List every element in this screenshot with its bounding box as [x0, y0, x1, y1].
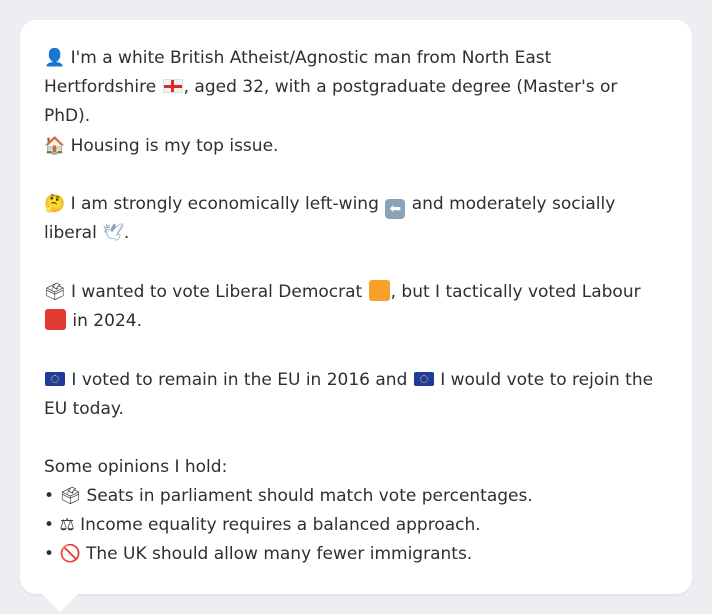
dove-icon: 🕊: [102, 223, 124, 243]
housing-paragraph: 🏠 Housing is my top issue.: [44, 132, 654, 161]
eu-paragraph: I voted to remain in the EU in 2016 and …: [44, 366, 654, 424]
ballot-box-icon: 🗳: [44, 282, 66, 302]
vote-text-c: in 2024.: [72, 311, 142, 331]
eu-text-b: I would vote to rejoin the EU today.: [44, 370, 654, 419]
opinions-heading: Some opinions I hold:: [44, 457, 228, 477]
eu-text-a: I voted to remain in the EU in 2016 and: [71, 370, 408, 390]
profile-card: 👤 I'm a white British Atheist/Agnostic m…: [20, 20, 692, 594]
prohibited-icon: 🚫: [59, 544, 81, 564]
opinions-list: 🗳 Seats in parliament should match vote …: [44, 482, 533, 569]
intro-paragraph: 👤 I'm a white British Atheist/Agnostic m…: [44, 44, 654, 131]
list-item: 🗳 Seats in parliament should match vote …: [44, 482, 533, 511]
person-silhouette-icon: 👤: [44, 48, 66, 68]
speech-bubble-tail: [40, 592, 80, 612]
politics-paragraph: 🤔 I am strongly economically left-wing ⬅…: [44, 190, 654, 248]
opinion-text: Income equality requires a balanced appr…: [80, 515, 481, 535]
left-arrow-icon: ⬅: [385, 199, 406, 219]
vote-paragraph: 🗳 I wanted to vote Liberal Democrat , bu…: [44, 278, 654, 336]
vote-text-a: I wanted to vote Liberal Democrat: [71, 282, 363, 302]
house-icon: 🏠: [44, 136, 66, 156]
intro-text-2: , aged 32, with a postgraduate degree (M…: [44, 77, 618, 126]
thinking-face-icon: 🤔: [44, 194, 66, 214]
housing-text: Housing is my top issue.: [70, 136, 279, 156]
list-item: ⚖ Income equality requires a balanced ap…: [44, 511, 533, 540]
labour-red-square-icon: [45, 309, 66, 330]
intro-text: I'm a white British Atheist/Agnostic man…: [44, 48, 552, 97]
politics-text-a: I am strongly economically left-wing: [70, 194, 379, 214]
politics-text-b: and moderately socially liberal: [44, 194, 616, 243]
vote-text-b: , but I tactically voted Labour: [390, 282, 641, 302]
list-item: 🚫 The UK should allow many fewer immigra…: [44, 540, 533, 569]
opinion-text: The UK should allow many fewer immigrant…: [86, 544, 473, 564]
opinion-text: Seats in parliament should match vote pe…: [86, 486, 533, 506]
politics-text-c: .: [123, 223, 130, 243]
balance-scale-icon: ⚖: [59, 515, 75, 535]
ballot-box-icon: 🗳: [59, 486, 82, 506]
eu-flag-icon: [413, 372, 434, 386]
eu-flag-icon: [45, 372, 65, 386]
libdem-orange-square-icon: [368, 280, 390, 301]
england-flag-icon: [162, 79, 183, 93]
